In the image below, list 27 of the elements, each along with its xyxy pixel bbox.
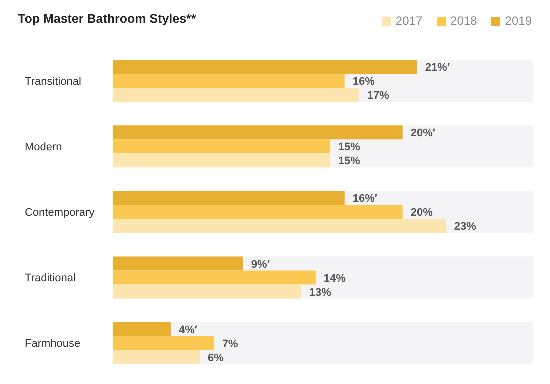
- bar: [113, 350, 200, 364]
- chart-title: Top Master Bathroom Styles**: [18, 12, 196, 26]
- legend-label: 2017: [396, 14, 423, 28]
- data-label: 7%: [222, 338, 239, 350]
- data-label: 9%′: [251, 258, 270, 271]
- y-tick-label: Farmhouse: [25, 338, 81, 350]
- data-label: 16%′: [352, 193, 378, 206]
- y-tick-label: Transitional: [25, 76, 82, 88]
- data-label: 4%′: [178, 324, 198, 336]
- data-label: 6%: [208, 352, 224, 364]
- data-label: 14%: [324, 272, 346, 285]
- data-label: 15%: [338, 156, 361, 168]
- data-label: 17%: [367, 90, 390, 102]
- y-tick-label: Contemporary: [25, 207, 96, 219]
- y-tick-label: Traditional: [25, 272, 76, 285]
- data-label: 21%′: [425, 62, 450, 74]
- y-tick-label: Modern: [25, 141, 62, 154]
- data-label: 13%: [309, 286, 332, 299]
- data-label: 15%: [338, 142, 361, 154]
- legend-label: 2018: [450, 14, 478, 28]
- data-label: 20%: [410, 207, 434, 220]
- bar: [113, 322, 171, 336]
- data-label: 20%′: [410, 128, 436, 140]
- data-label: 16%: [352, 76, 376, 88]
- data-label: 23%: [454, 221, 477, 234]
- legend-label: 2019: [505, 14, 532, 28]
- bar: [113, 336, 214, 350]
